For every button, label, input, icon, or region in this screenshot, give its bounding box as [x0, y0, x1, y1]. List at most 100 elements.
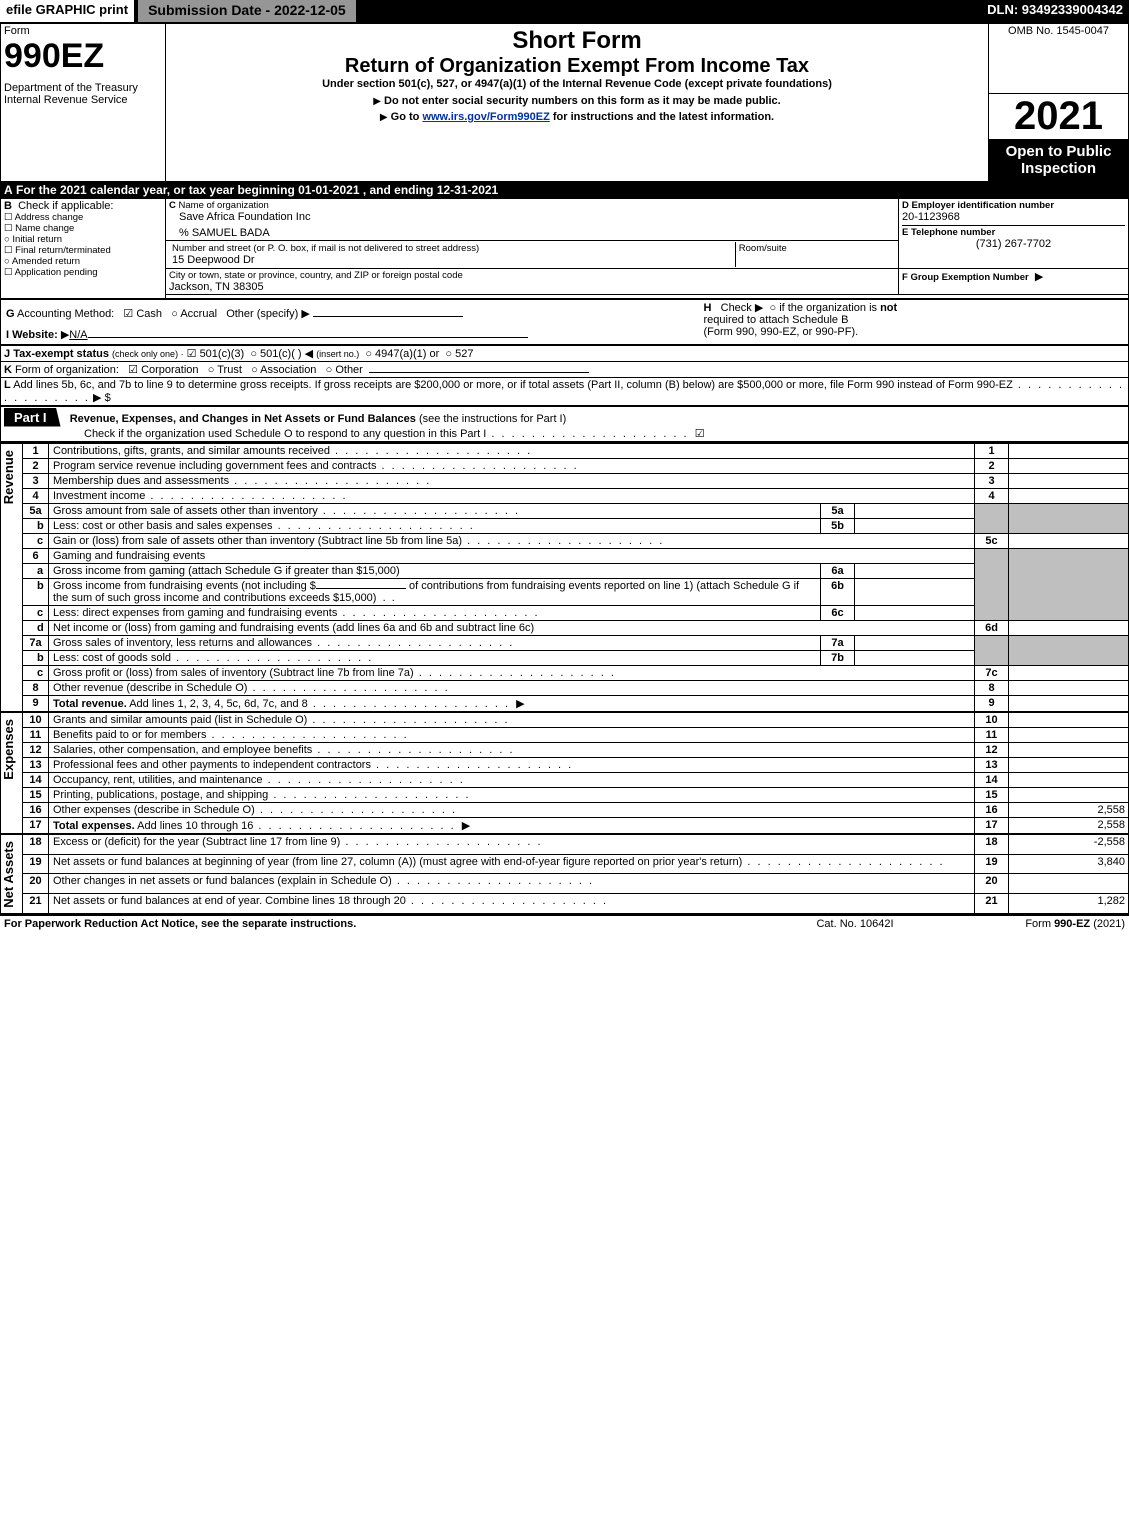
return-title: Return of Organization Exempt From Incom… — [172, 55, 982, 78]
street: 15 Deepwood Dr — [172, 254, 732, 266]
part1-badge: Part I — [4, 408, 61, 427]
val-21: 1,282 — [1009, 894, 1129, 914]
line-20: Other changes in net assets or fund bala… — [53, 875, 392, 887]
form-word: Form — [4, 25, 162, 37]
num-13: 13 — [975, 757, 1009, 772]
chk-schedule-o[interactable] — [695, 428, 705, 440]
chk-initial-return[interactable]: Initial return — [4, 234, 162, 245]
line-18: Excess or (deficit) for the year (Subtra… — [53, 836, 340, 848]
num-7b: 7b — [821, 650, 855, 665]
form-ref: Form 990-EZ (2021) — [945, 918, 1125, 930]
num-6c: 6c — [821, 605, 855, 620]
chk-corp[interactable] — [128, 364, 138, 376]
chk-527[interactable] — [445, 348, 452, 360]
paperwork-notice: For Paperwork Reduction Act Notice, see … — [4, 918, 765, 930]
line-5c: Gain or (loss) from sale of assets other… — [53, 535, 462, 547]
num-10: 10 — [975, 712, 1009, 728]
city: Jackson, TN 38305 — [169, 281, 895, 293]
line-6d: Net income or (loss) from gaming and fun… — [53, 622, 534, 634]
org-name: Save Africa Foundation Inc — [169, 211, 895, 223]
chk-assoc[interactable] — [251, 364, 258, 376]
irs: Internal Revenue Service — [4, 94, 162, 106]
num-6d: 6d — [975, 620, 1009, 635]
part1-header: Part I Revenue, Expenses, and Changes in… — [0, 406, 1129, 443]
chk-amended[interactable]: Amended return — [4, 256, 162, 267]
under-section: Under section 501(c), 527, or 4947(a)(1)… — [172, 78, 982, 90]
num-21: 21 — [975, 894, 1009, 914]
line-8: Other revenue (describe in Schedule O) — [53, 682, 247, 694]
l-text: Add lines 5b, 6c, and 7b to line 9 to de… — [13, 379, 1013, 391]
chk-address-change[interactable]: Address change — [4, 212, 162, 223]
street-label: Number and street (or P. O. box, if mail… — [172, 243, 732, 254]
line-17-bold: Total expenses. — [53, 820, 135, 832]
num-14: 14 — [975, 772, 1009, 787]
c-label: C Name of organization — [169, 200, 895, 211]
ein: 20-1123968 — [902, 211, 1125, 223]
line-21: Net assets or fund balances at end of ye… — [53, 895, 406, 907]
line-19: Net assets or fund balances at beginning… — [53, 856, 742, 868]
num-7a: 7a — [821, 635, 855, 650]
chk-app-pending[interactable]: Application pending — [4, 267, 162, 278]
irs-link[interactable]: www.irs.gov/Form990EZ — [422, 111, 549, 123]
room-label: Room/suite — [739, 243, 892, 254]
page-footer: For Paperwork Reduction Act Notice, see … — [0, 914, 1129, 932]
h-check: H Check if the organization is not requi… — [704, 301, 1126, 338]
line-17: Add lines 10 through 16 — [135, 820, 254, 832]
val-19: 3,840 — [1009, 854, 1129, 874]
num-9: 9 — [975, 695, 1009, 712]
e-label: E Telephone number — [902, 227, 1125, 238]
chk-name-change[interactable]: Name change — [4, 223, 162, 234]
line-6b: Gross income from fundraising events (no… — [49, 578, 821, 605]
chk-501c[interactable] — [250, 348, 257, 360]
num-6a: 6a — [821, 563, 855, 578]
chk-final-return[interactable]: Final return/terminated — [4, 245, 162, 256]
dln: DLN: 93492339004342 — [981, 0, 1129, 22]
form-number: 990EZ — [4, 37, 162, 76]
chk-4947[interactable] — [365, 348, 372, 360]
goto-line: Go to www.irs.gov/Form990EZ for instruct… — [172, 111, 982, 123]
line-13: Professional fees and other payments to … — [53, 759, 371, 771]
line-5a: Gross amount from sale of assets other t… — [53, 505, 318, 517]
num-11: 11 — [975, 727, 1009, 742]
num-19: 19 — [975, 854, 1009, 874]
num-15: 15 — [975, 787, 1009, 802]
line-12: Salaries, other compensation, and employ… — [53, 744, 312, 756]
chk-other-org[interactable] — [326, 364, 333, 376]
line-15: Printing, publications, postage, and shi… — [53, 789, 268, 801]
dept-treasury: Department of the Treasury — [4, 82, 162, 94]
line-6: Gaming and fundraising events — [49, 548, 975, 563]
num-5c: 5c — [975, 533, 1009, 548]
chk-h[interactable] — [769, 302, 776, 314]
num-1: 1 — [975, 443, 1009, 458]
cat-no: Cat. No. 10642I — [765, 918, 945, 930]
num-12: 12 — [975, 742, 1009, 757]
short-form-title: Short Form — [172, 27, 982, 55]
open-to-public: Open to Public Inspection — [989, 139, 1128, 181]
chk-501c3[interactable] — [187, 348, 197, 360]
omb-number: OMB No. 1545-0047 — [992, 25, 1125, 37]
num-3: 3 — [975, 473, 1009, 488]
num-5a: 5a — [821, 503, 855, 518]
line-3: Membership dues and assessments — [53, 475, 229, 487]
line-10: Grants and similar amounts paid (list in… — [53, 714, 307, 726]
line-7c: Gross profit or (loss) from sales of inv… — [53, 667, 414, 679]
header-table: Form 990EZ Department of the Treasury In… — [0, 22, 1129, 182]
num-8: 8 — [975, 680, 1009, 695]
form-990ez-page1: efile GRAPHIC print Submission Date - 20… — [0, 0, 1129, 932]
chk-cash[interactable] — [123, 308, 133, 320]
line-16: Other expenses (describe in Schedule O) — [53, 804, 255, 816]
revenue-vlabel: Revenue — [1, 444, 16, 510]
num-5b: 5b — [821, 518, 855, 533]
part1-table: Revenue 1Contributions, gifts, grants, a… — [0, 443, 1129, 915]
num-16: 16 — [975, 802, 1009, 817]
line-6c: Less: direct expenses from gaming and fu… — [53, 607, 337, 619]
line-2: Program service revenue including govern… — [53, 460, 376, 472]
line-14: Occupancy, rent, utilities, and maintena… — [53, 774, 263, 786]
chk-accrual[interactable] — [171, 308, 178, 320]
val-17: 2,558 — [1009, 817, 1129, 834]
chk-trust[interactable] — [208, 364, 215, 376]
val-16: 2,558 — [1009, 802, 1129, 817]
submission-date: Submission Date - 2022-12-05 — [138, 0, 356, 22]
careof: % SAMUEL BADA — [169, 227, 895, 239]
expenses-vlabel: Expenses — [1, 713, 16, 786]
